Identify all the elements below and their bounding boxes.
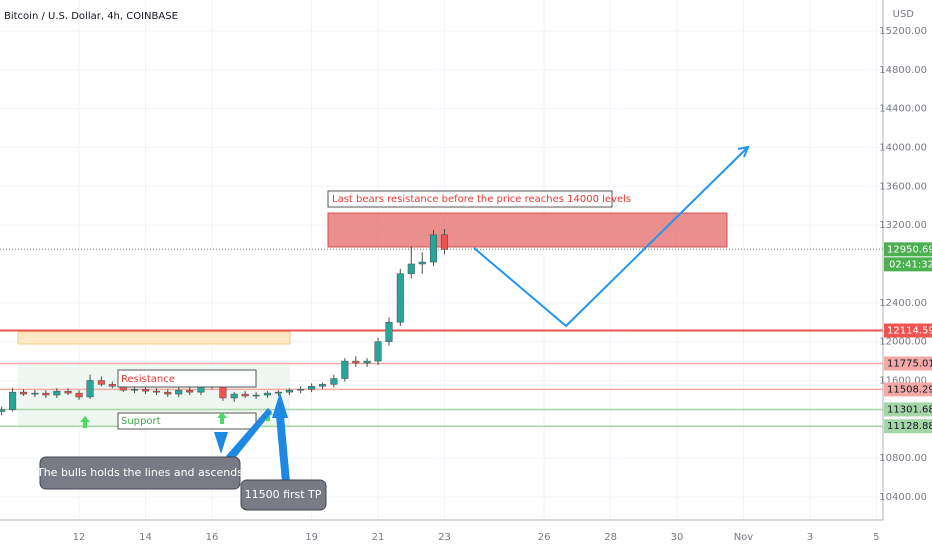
candle-body: [418, 261, 426, 265]
x-tick-label: 19: [305, 532, 318, 543]
candle-body: [175, 389, 183, 395]
callout: [39, 456, 241, 490]
candle-body: [407, 263, 415, 274]
candle-body: [108, 384, 116, 387]
y-tick-label: 13200.00: [879, 220, 927, 231]
callout-arrows: [214, 392, 290, 482]
candle-body: [219, 386, 227, 399]
candle-body: [440, 234, 449, 250]
candle-body: [330, 378, 338, 385]
zone: [17, 331, 291, 345]
price-axis: [883, 0, 932, 550]
countdown-bg: [884, 257, 932, 272]
candles: [0, 229, 449, 416]
annotation: Last bears resistance before the price r…: [332, 194, 631, 205]
candle-body: [429, 234, 438, 263]
price-label-bg: [884, 402, 932, 417]
x-tick-label: Nov: [734, 532, 754, 543]
candle-body: [86, 380, 94, 398]
price-label: 11775.01: [887, 358, 932, 369]
x-tick-label: 5: [873, 532, 879, 543]
candle-body: [297, 388, 305, 391]
price-label: 12950.69: [887, 244, 932, 255]
candle-body: [230, 393, 238, 399]
callout-text: The bulls holds the lines and ascends: [36, 466, 243, 479]
y-tick-label: 14400.00: [879, 104, 927, 115]
y-tick-label: 12400.00: [879, 298, 927, 309]
y-tick-label: 15200.00: [879, 26, 927, 37]
candle-body: [131, 388, 139, 391]
candle-body: [319, 384, 327, 387]
x-tick-label: 26: [538, 532, 551, 543]
countdown: 02:41:32: [889, 259, 932, 270]
candle-body: [274, 391, 282, 394]
price-label-bg: [884, 323, 932, 338]
x-tick-label: 30: [671, 532, 684, 543]
x-tick-label: 12: [73, 532, 86, 543]
price-label-bg: [884, 356, 932, 371]
candle-body: [64, 390, 72, 394]
candle-body: [385, 321, 393, 342]
candle-body: [241, 393, 249, 397]
candle-body: [164, 391, 172, 395]
price-label: 11508.29: [887, 384, 932, 395]
candle-body: [20, 391, 28, 395]
price-label-bg: [884, 419, 932, 434]
price-label-bg: [884, 382, 932, 397]
candle-body: [9, 391, 17, 410]
candle-body: [141, 388, 150, 392]
candle-body: [308, 386, 316, 390]
y-tick-label: 14800.00: [879, 65, 927, 76]
axis-unit: USD: [893, 9, 915, 20]
y-tick-label: 10400.00: [879, 492, 927, 503]
annotation: Resistance: [121, 374, 175, 385]
candle-body: [263, 392, 271, 396]
chart-title: Bitcoin / U.S. Dollar, 4h, COINBASE: [4, 11, 178, 22]
price-labels: 10400.00 10800.00 11600.00 12000.00 12400.00…: [73, 26, 932, 543]
price-label: 11301.68: [887, 404, 932, 415]
candle-body: [396, 273, 404, 323]
x-tick-label: 21: [372, 532, 385, 543]
candle-body: [53, 390, 61, 396]
candle-body: [252, 394, 260, 397]
x-tick-label: 3: [807, 532, 813, 543]
candle-body: [341, 360, 349, 379]
resistance-zone: [327, 212, 728, 248]
x-tick-label: 23: [438, 532, 451, 543]
candle-body: [0, 409, 6, 412]
candle-body: [97, 380, 105, 385]
callout-text: 11500 first TP: [245, 488, 322, 501]
candle-body: [285, 389, 293, 393]
x-tick-label: 16: [206, 532, 219, 543]
annotation-box: [117, 369, 257, 388]
y-tick-label: 11600.00: [879, 375, 927, 386]
candle-body: [31, 392, 39, 395]
price-label-bg: [884, 242, 932, 257]
candle-body: [75, 392, 83, 398]
y-tick-label: 10800.00: [879, 453, 927, 464]
candle-body: [352, 360, 360, 364]
candle-body: [374, 341, 382, 362]
arrow-head: [737, 145, 750, 158]
candle-body: [186, 389, 194, 393]
projection-arrow: [473, 146, 749, 328]
y-tick-label: 12000.00: [879, 337, 927, 348]
y-tick-label: 14000.00: [879, 142, 927, 153]
candle-body: [42, 392, 50, 396]
candle-body: [363, 360, 371, 364]
y-tick-label: 13600.00: [879, 181, 927, 192]
price-label: 11128.88: [887, 421, 932, 432]
annotation-box: [327, 190, 613, 208]
x-tick-label: 14: [139, 532, 152, 543]
price-label: 12114.59: [887, 326, 932, 337]
x-tick-label: 28: [604, 532, 617, 543]
candle-body: [152, 390, 161, 393]
callout: [240, 479, 327, 511]
annotation: Support: [121, 416, 161, 427]
